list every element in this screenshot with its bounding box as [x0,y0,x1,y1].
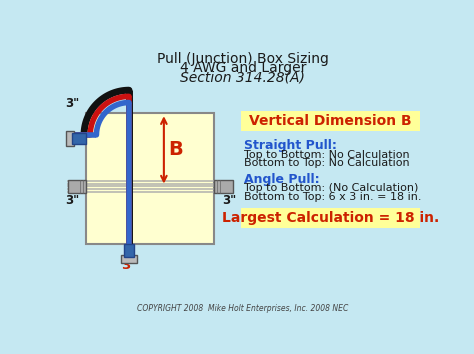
Text: Bottom to Top: No Calculation: Bottom to Top: No Calculation [245,158,410,168]
Bar [121,255,137,263]
Text: Pull (Junction) Box Sizing: Pull (Junction) Box Sizing [157,52,329,66]
FancyBboxPatch shape [241,208,420,228]
Bar [68,179,86,193]
Text: COPYRIGHT 2008  Mike Holt Enterprises, Inc. 2008 NEC: COPYRIGHT 2008 Mike Holt Enterprises, In… [137,304,348,313]
Bar [124,244,135,257]
Text: Section 314.28(A): Section 314.28(A) [181,70,305,84]
Text: Bottom to Top: 6 x 3 in. = 18 in.: Bottom to Top: 6 x 3 in. = 18 in. [245,192,422,202]
Text: 3": 3" [121,259,137,272]
Text: Straight Pull:: Straight Pull: [245,139,337,153]
Text: 3": 3" [223,194,237,207]
Text: Largest Calculation = 18 in.: Largest Calculation = 18 in. [222,211,439,225]
Text: B: B [169,141,183,159]
Text: Top to Bottom: (No Calculation): Top to Bottom: (No Calculation) [245,183,419,193]
Text: 4 AWG and Larger: 4 AWG and Larger [180,61,306,75]
Bar [86,113,214,244]
Text: 3": 3" [65,97,80,110]
Text: 3": 3" [65,194,80,207]
Bar [73,133,86,144]
Text: Vertical Dimension B: Vertical Dimension B [249,114,412,128]
FancyBboxPatch shape [241,111,420,131]
Bar [214,179,233,193]
Text: Top to Bottom: No Calculation: Top to Bottom: No Calculation [245,149,410,160]
Bar [66,131,74,147]
Text: Angle Pull:: Angle Pull: [245,173,320,186]
